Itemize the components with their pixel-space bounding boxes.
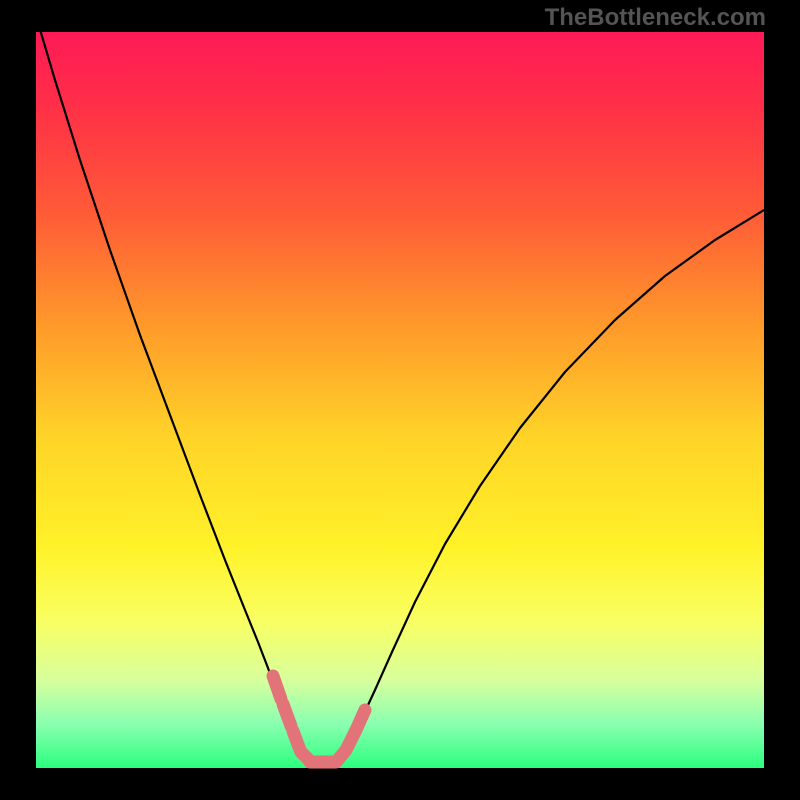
watermark-text: TheBottleneck.com	[545, 4, 766, 32]
plot-background	[36, 32, 764, 768]
outer-frame: TheBottleneck.com	[0, 0, 800, 800]
chart-svg	[0, 0, 800, 800]
